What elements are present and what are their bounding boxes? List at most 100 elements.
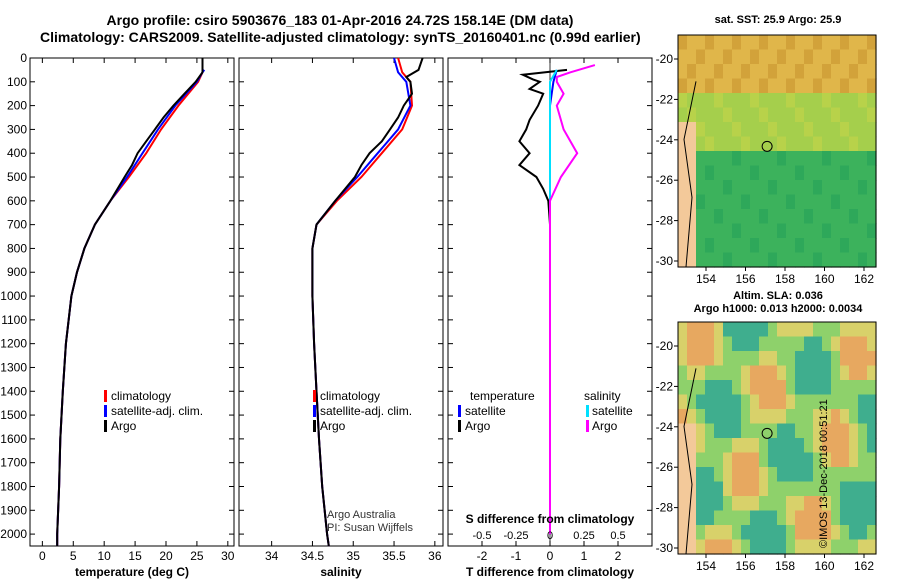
sst-map-cell (831, 35, 841, 51)
diff-legend-right-label: Argo (592, 419, 618, 433)
difference-xtick-label: 2 (615, 549, 622, 563)
sla-map-cell (714, 351, 724, 367)
sla-map-cell (795, 452, 805, 468)
sla-map-cell (777, 336, 787, 352)
sst-map-cell (822, 107, 832, 123)
sst-map-cell (867, 136, 877, 152)
sla-map-lon-label: 160 (814, 559, 834, 573)
sla-map-cell (795, 394, 805, 410)
sst-map-cell (786, 238, 796, 254)
temperature-series-satellite-adj-clim- (56, 69, 206, 546)
sla-map-cell (777, 409, 787, 425)
sst-map-cell (696, 194, 706, 210)
diff-legend-left-label: satellite (465, 404, 506, 418)
sst-map-cell (840, 209, 850, 225)
depth-tick-label: 1300 (0, 360, 27, 374)
sla-map-cell (741, 409, 751, 425)
sla-map-cell (777, 423, 787, 439)
sla-map-cell (732, 452, 742, 468)
sst-map-cell (723, 107, 733, 123)
sst-map-cell (777, 49, 787, 65)
sla-map-cell (813, 539, 823, 555)
sla-map-cell (768, 467, 778, 483)
temperature-legend-label: climatology (111, 389, 171, 403)
sla-map-cell (705, 438, 715, 454)
sla-map-cell (786, 394, 796, 410)
salinity-xtick-label: 35.5 (382, 549, 406, 563)
sst-map-cell (786, 49, 796, 65)
sla-map-cell (678, 409, 688, 425)
sst-map-cell (840, 165, 850, 181)
sst-map-cell (750, 180, 760, 196)
sla-map-cell (840, 510, 850, 526)
sla-map-cell (831, 438, 841, 454)
sst-map-cell (741, 122, 751, 138)
sst-map-cell (840, 49, 850, 65)
sla-map-cell (777, 525, 787, 541)
sla-map-lat-label: -28 (656, 501, 674, 515)
sla-map-cell (786, 496, 796, 512)
sst-map-cell (768, 165, 778, 181)
sst-map-cell (723, 223, 733, 239)
difference-series-s-satellite (549, 69, 558, 535)
sla-map-cell (795, 322, 805, 338)
temperature-xtick-label: 20 (159, 549, 173, 563)
sst-map-cell (705, 165, 715, 181)
temperature-xtick-label: 5 (70, 549, 77, 563)
sst-map-cell (858, 223, 868, 239)
sst-map-cell (840, 64, 850, 80)
sla-map-cell (867, 423, 877, 439)
sst-map-cell (786, 122, 796, 138)
sst-map-cell (759, 107, 769, 123)
sla-map-cell (786, 452, 796, 468)
sst-map-cell (714, 252, 724, 268)
sst-map-cell (768, 238, 778, 254)
sst-map-cell (867, 107, 877, 123)
sst-map-cell (849, 64, 859, 80)
sla-map-cell (696, 380, 706, 396)
sla-map-cell (678, 481, 688, 497)
temperature-legend-label: satellite-adj. clim. (111, 404, 203, 418)
sla-map-cell (858, 452, 868, 468)
sla-map-cell (759, 467, 769, 483)
sst-map-cell (696, 136, 706, 152)
sla-map-cell (840, 365, 850, 381)
sst-map-cell (768, 151, 778, 167)
sla-map-lat-label: -30 (656, 541, 674, 555)
sst-map-cell (759, 78, 769, 94)
sla-map-cell (687, 409, 697, 425)
sla-map-cell (696, 336, 706, 352)
sst-map-cell (813, 252, 823, 268)
sla-map-cell (741, 336, 751, 352)
sst-map-cell (759, 165, 769, 181)
sla-map-cell (705, 336, 715, 352)
difference-xtick-label: -1 (511, 549, 522, 563)
sla-map-cell (867, 467, 877, 483)
sla-map-cell (831, 322, 841, 338)
sla-map-argo-location-marker (761, 427, 773, 439)
sst-map-cell (840, 180, 850, 196)
sla-map-cell (750, 496, 760, 512)
sst-map-cell (687, 35, 697, 51)
sst-map-cell (705, 78, 715, 94)
sla-map-cell (795, 510, 805, 526)
sla-map-cell (768, 380, 778, 396)
diff-legend-left-swatch (458, 420, 461, 432)
sla-map-cell (705, 481, 715, 497)
sla-map-cell (804, 423, 814, 439)
sst-map-cell (678, 64, 688, 80)
sla-map-cell (732, 510, 742, 526)
sst-map-cell (768, 49, 778, 65)
sst-map-cell (795, 136, 805, 152)
sst-map-frame (677, 34, 877, 268)
sst-map-cell (804, 49, 814, 65)
sst-map-cell (741, 93, 751, 109)
sst-map-cell (768, 64, 778, 80)
sst-map-cell (678, 252, 688, 268)
sla-map-cell (750, 467, 760, 483)
sla-map-cell (858, 380, 868, 396)
sst-map-cell (732, 64, 742, 80)
sla-map-cell (831, 380, 841, 396)
sla-map-cell (759, 510, 769, 526)
sst-map-cell (867, 223, 877, 239)
